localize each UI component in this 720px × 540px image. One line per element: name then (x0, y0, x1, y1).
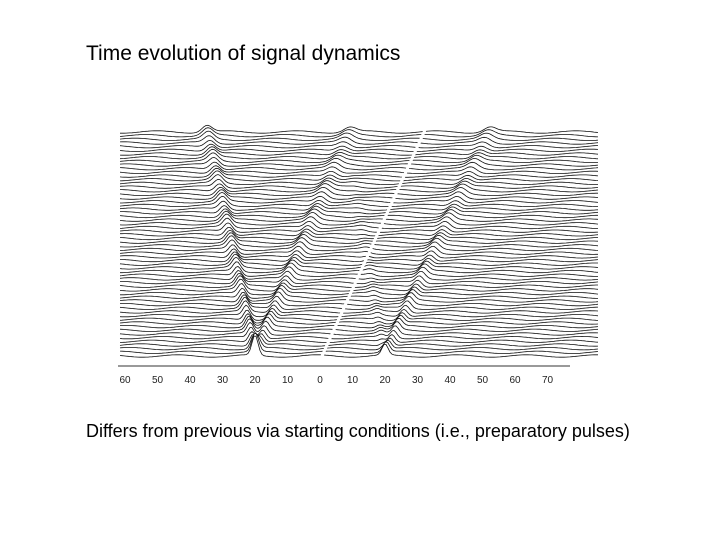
trace (120, 124, 599, 134)
trace (120, 283, 599, 296)
trace (119, 165, 599, 175)
trace (119, 210, 599, 222)
trace (119, 244, 598, 255)
axis-labels: 60 50 40 30 20 10 0 10 20 30 40 50 60 70 (119, 375, 553, 386)
trace (119, 143, 599, 153)
trace (119, 316, 599, 329)
trace (119, 332, 599, 354)
trace (119, 152, 599, 163)
trace (119, 318, 599, 332)
axis-label: 20 (379, 375, 391, 386)
gap-line (320, 129, 427, 357)
trace (119, 135, 599, 145)
trace (119, 200, 599, 211)
trace (119, 170, 599, 182)
trace (120, 205, 599, 215)
trace (119, 146, 599, 156)
trace (120, 191, 599, 204)
trace (119, 208, 598, 219)
trace (119, 248, 599, 259)
trace (119, 333, 599, 347)
trace (119, 239, 599, 252)
trace (119, 213, 599, 226)
trace (119, 161, 599, 171)
trace (119, 270, 599, 281)
trace (119, 256, 599, 270)
trace (119, 275, 598, 288)
axis-label: 50 (477, 375, 489, 386)
trace (119, 178, 599, 189)
trace (119, 217, 599, 230)
trace (120, 251, 599, 263)
trace-mask (120, 336, 598, 362)
trace (119, 294, 599, 307)
axis-label: 0 (317, 375, 323, 386)
trace (119, 229, 599, 241)
axis-label: 60 (509, 375, 521, 386)
trace (119, 333, 599, 351)
trace (119, 300, 599, 314)
trace (119, 313, 599, 325)
axis-label: 40 (444, 375, 456, 386)
trace (119, 148, 599, 160)
trace (119, 189, 599, 200)
axis-label: 50 (152, 375, 164, 386)
trace (119, 291, 599, 303)
caption: Differs from previous via starting condi… (86, 421, 630, 441)
trace (119, 330, 599, 343)
axis-label: 30 (217, 375, 229, 386)
trace (119, 130, 599, 141)
axis-label: 10 (347, 375, 359, 386)
trace (120, 272, 599, 285)
trace (119, 287, 598, 299)
trace (119, 167, 599, 178)
trace (119, 174, 598, 185)
trace (120, 227, 599, 237)
trace (119, 327, 599, 340)
trace (119, 139, 599, 149)
trace (119, 297, 599, 310)
axis-label: 20 (249, 375, 261, 386)
axis-label: 10 (282, 375, 294, 386)
trace (119, 232, 599, 244)
axis-label: 60 (119, 375, 131, 386)
trace (120, 261, 599, 274)
trace (119, 304, 599, 318)
trace (119, 278, 599, 292)
trace (119, 222, 599, 233)
trace-stack (119, 124, 599, 362)
axis-label: 70 (542, 375, 554, 386)
trace (119, 186, 598, 196)
slide-title: Time evolution of signal dynamics (86, 42, 401, 65)
trace (119, 235, 599, 248)
trace (119, 321, 599, 336)
axis-label: 30 (412, 375, 424, 386)
trace (119, 127, 599, 138)
trace (119, 309, 599, 321)
trace (120, 183, 599, 193)
trace (119, 253, 598, 266)
trace (119, 335, 598, 358)
trace (119, 195, 598, 207)
trace (119, 156, 599, 167)
axis-label: 40 (184, 375, 196, 386)
